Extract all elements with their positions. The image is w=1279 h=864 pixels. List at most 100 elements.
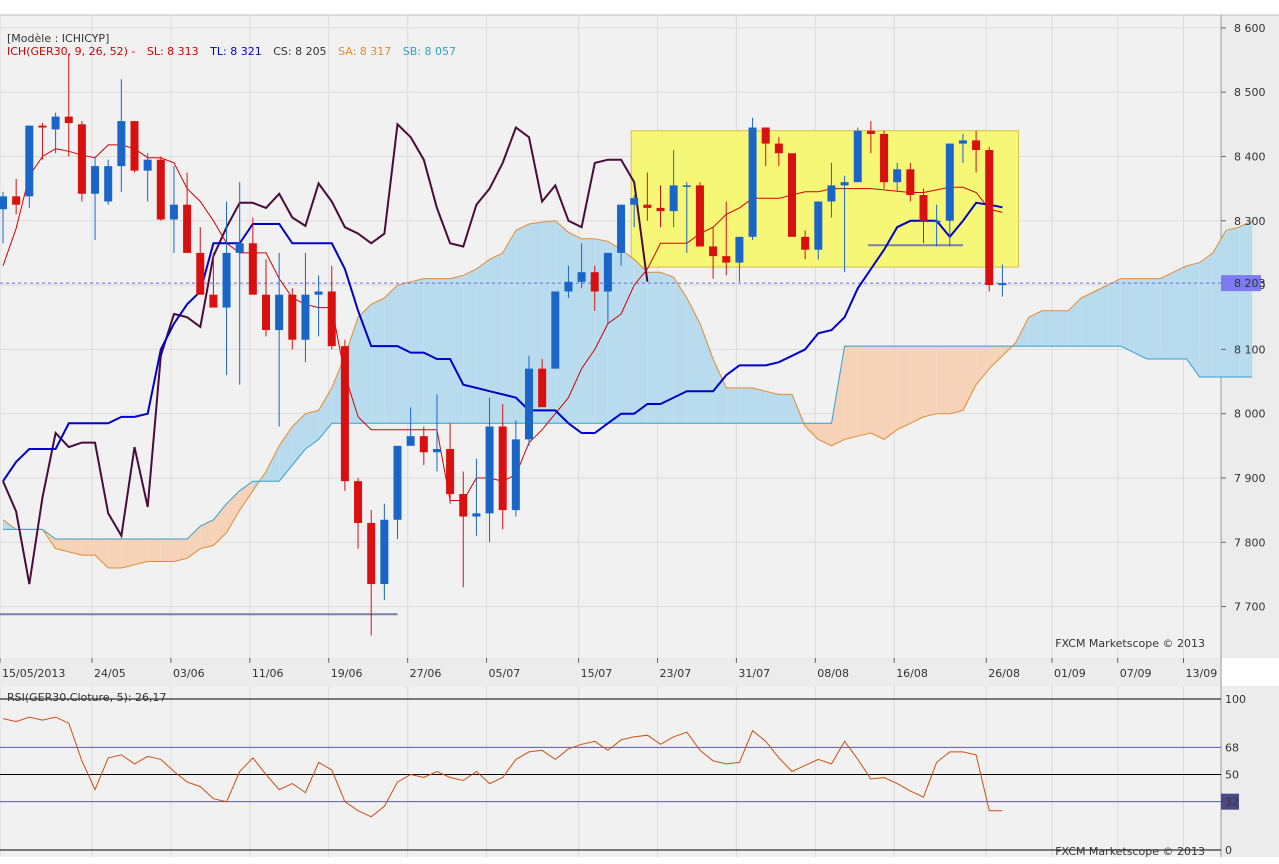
candle-body: [130, 121, 139, 171]
cloud-segment: [108, 539, 122, 568]
current-price-label: 8 203: [1234, 277, 1266, 290]
cloud-segment: [1239, 220, 1253, 378]
cloud-segment: [1212, 230, 1226, 378]
candle-body: [314, 291, 323, 295]
legend: [Modèle : ICHICYP] ICH(GER30, 9, 26, 52)…: [7, 32, 456, 58]
candles: [0, 53, 1007, 636]
rsi-line: [2, 716, 1003, 818]
cloud-segment: [384, 285, 398, 424]
cloud-segment: [160, 539, 174, 562]
candle-body: [919, 195, 928, 221]
candle-body: [143, 159, 152, 171]
cloud-segment: [371, 297, 385, 424]
candle-body: [643, 204, 652, 208]
candle-body: [669, 185, 678, 212]
candle-body: [406, 436, 415, 446]
cloud-segment: [1133, 278, 1148, 360]
cloud-segment: [1120, 278, 1134, 353]
candle-body: [77, 124, 86, 194]
cloud-segment: [673, 277, 687, 424]
cloud-segment: [200, 519, 214, 549]
rsi-tick-label: 32: [1225, 796, 1239, 809]
candle-body: [485, 426, 494, 514]
cloud-segment: [805, 423, 819, 440]
candle-body: [525, 368, 533, 440]
date-tick-label: 01/09: [1054, 667, 1086, 680]
cloud-segment: [884, 346, 898, 440]
cloud-segment: [910, 346, 924, 424]
cloud-segment: [844, 346, 858, 440]
cloud-segment: [581, 238, 595, 424]
candle-body: [51, 116, 60, 130]
candle-body: [446, 449, 455, 495]
cloud-segment: [121, 539, 135, 568]
price-tick-label: 8 600: [1234, 22, 1266, 35]
cloud-segment: [134, 539, 148, 565]
candle-body: [932, 220, 941, 223]
current-price-tag: [1221, 275, 1261, 292]
legend-line: ICH(GER30, 9, 26, 52) - SL: 8 313 TL: 8 …: [7, 45, 456, 58]
candle-body: [498, 426, 507, 511]
cloud-segment: [989, 346, 1003, 369]
candle-body: [248, 243, 257, 295]
date-axis-panel: [0, 658, 1221, 686]
candle-body: [551, 291, 560, 369]
rsi-axis-panel: [1221, 686, 1279, 857]
cloud-segment: [739, 387, 753, 424]
candle-body: [222, 252, 231, 308]
candle-body: [117, 121, 126, 167]
candle-body: [709, 246, 718, 257]
cloud-segment: [55, 539, 69, 552]
candle-body: [748, 127, 757, 237]
candle-body: [156, 159, 165, 220]
cloud-segment: [568, 232, 582, 424]
price-tick-label: 8 100: [1234, 343, 1266, 356]
rsi-layer: [0, 698, 1221, 851]
cloud-segment: [226, 490, 240, 533]
cloud-segment: [778, 394, 792, 424]
candle-body: [393, 445, 402, 520]
legend-sa: SA: 8 317: [338, 45, 391, 58]
rsi-plot-area[interactable]: [0, 686, 1221, 857]
rsi-tick-label: 68: [1225, 741, 1239, 754]
cloud-segment: [305, 410, 319, 450]
candle-body: [814, 201, 823, 250]
cloud-segment: [358, 304, 372, 424]
cloud-segment: [621, 249, 635, 424]
candle-body: [945, 143, 954, 221]
candle-body: [327, 291, 336, 347]
rsi-tick-label: 0: [1225, 844, 1232, 857]
cloud-segment: [436, 278, 451, 424]
candle-body: [972, 140, 981, 151]
cloud-segment: [923, 346, 937, 417]
main-watermark: FXCM Marketscope © 2013: [1055, 637, 1205, 650]
candle-body: [380, 519, 389, 585]
candle-body: [656, 207, 665, 212]
candle-body: [275, 294, 284, 331]
legend-cs: CS: 8 205: [273, 45, 326, 58]
cloud-segment: [752, 387, 766, 424]
cloud-segment: [949, 346, 963, 414]
legend-sb: SB: 8 057: [403, 45, 456, 58]
cloud-segment: [1147, 278, 1161, 360]
candle-body: [511, 439, 520, 511]
candle-body: [538, 368, 547, 408]
candle-body: [906, 169, 915, 196]
cloud-segment: [765, 391, 779, 424]
cloud-segment: [699, 323, 714, 424]
candle-body: [853, 130, 862, 183]
candle-body: [419, 436, 428, 453]
candle-body: [682, 185, 691, 187]
candle-body: [630, 198, 639, 205]
price-tick-label: 7 700: [1234, 601, 1266, 614]
highlight-layer: [630, 130, 1020, 268]
cloud-segment: [476, 259, 490, 424]
cloud-segment: [1055, 310, 1069, 347]
candle-body: [104, 166, 113, 202]
candle-body: [958, 140, 967, 144]
highlight-box: [630, 130, 1020, 268]
cloud-segment: [489, 252, 503, 424]
candle-body: [38, 125, 47, 128]
rsi-label: RSI(GER30.Cloture, 5): 26,17: [7, 691, 167, 704]
